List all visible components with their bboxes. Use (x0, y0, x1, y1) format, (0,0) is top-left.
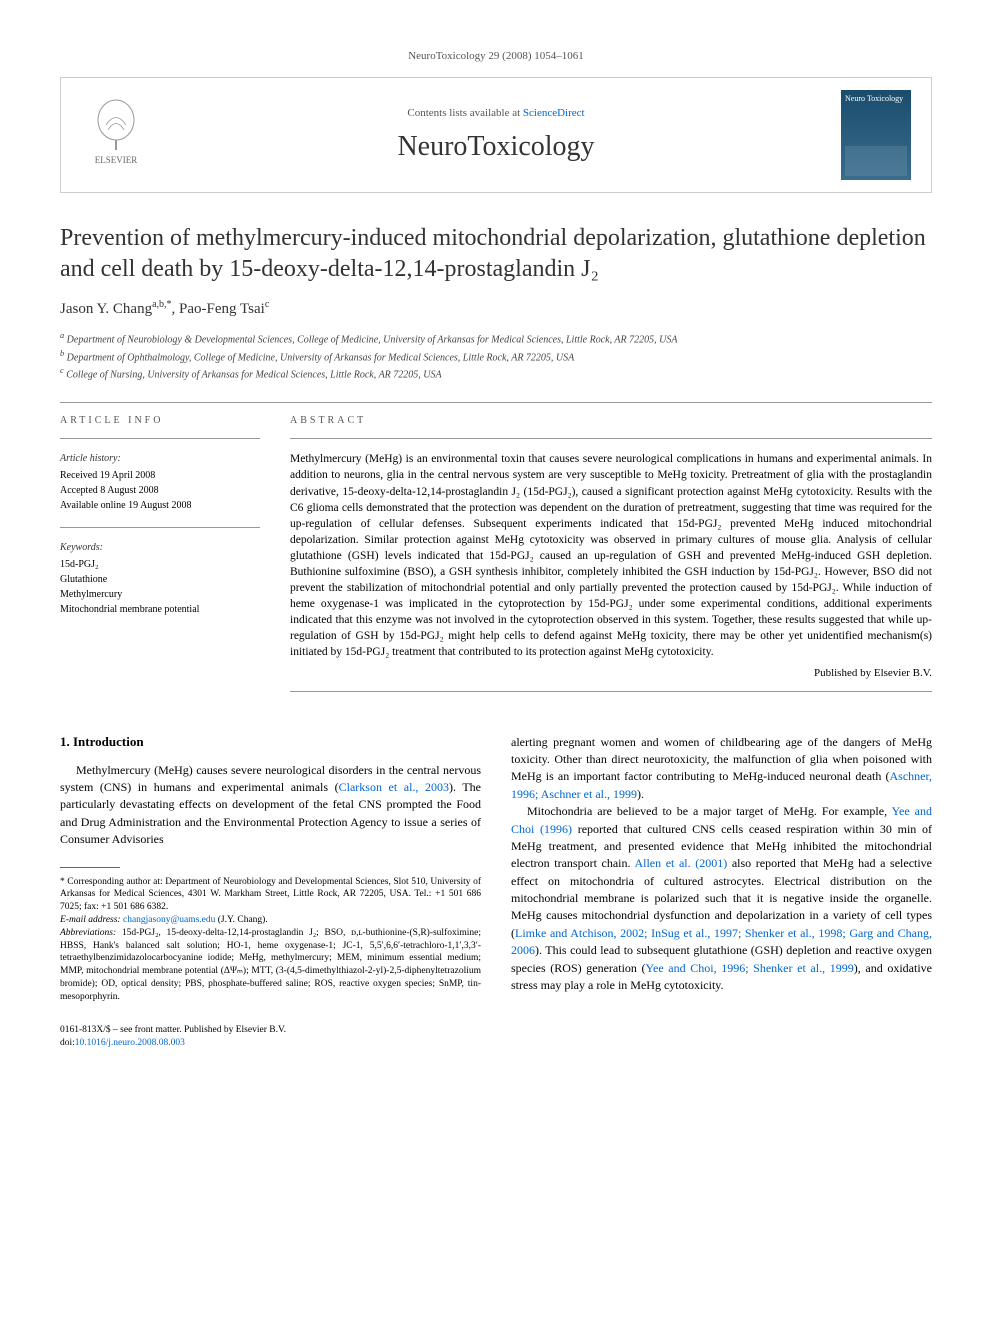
journal-cover-thumbnail: Neuro Toxicology (841, 90, 911, 180)
abstract-text: Methylmercury (MeHg) is an environmental… (290, 451, 932, 660)
intro-paragraph-1: Methylmercury (MeHg) causes severe neuro… (60, 762, 481, 849)
article-info-heading: ARTICLE INFO (60, 415, 260, 426)
c2p2-pre: Mitochondria are believed to be a major … (527, 804, 892, 818)
footer-info: 0161-813X/$ – see front matter. Publishe… (60, 1024, 481, 1051)
email-suffix: (J.Y. Chang). (215, 915, 267, 925)
keywords-label: Keywords: (60, 540, 260, 555)
right-column: alerting pregnant women and women of chi… (511, 734, 932, 1051)
info-divider-2 (60, 527, 260, 528)
info-divider-1 (60, 438, 260, 439)
author-sep: , (172, 301, 180, 317)
avail-prefix: Contents lists available at (407, 107, 522, 119)
history-online: Available online 19 August 2008 (60, 498, 260, 513)
affil-b-text: Department of Ophthalmology, College of … (67, 352, 575, 363)
abstract-divider-bottom (290, 691, 932, 692)
author-1-affil: a,b,* (152, 299, 171, 310)
footnote-separator (60, 867, 120, 868)
intro-paragraph-1-cont: alerting pregnant women and women of chi… (511, 734, 932, 804)
ref-clarkson-2003[interactable]: Clarkson et al., 2003 (339, 780, 449, 794)
elsevier-tree-icon (86, 95, 146, 155)
affiliation-c: c College of Nursing, University of Arka… (60, 365, 932, 382)
running-header: NeuroToxicology 29 (2008) 1054–1061 (60, 50, 932, 62)
c2p1-pre: alerting pregnant women and women of chi… (511, 735, 932, 784)
abstract-heading: ABSTRACT (290, 415, 932, 426)
divider-top (60, 402, 932, 403)
keyword-1: Glutathione (60, 572, 260, 587)
email-link[interactable]: changjasony@uams.edu (123, 915, 215, 925)
keyword-2: Methylmercury (60, 587, 260, 602)
cover-title: Neuro Toxicology (845, 94, 907, 103)
history-accepted: Accepted 8 August 2008 (60, 483, 260, 498)
article-info-column: ARTICLE INFO Article history: Received 1… (60, 415, 260, 703)
cover-image-placeholder (845, 146, 907, 176)
elsevier-label: ELSEVIER (95, 155, 138, 165)
email-footnote: E-mail address: changjasony@uams.edu (J.… (60, 914, 481, 927)
copyright-line: 0161-813X/$ – see front matter. Publishe… (60, 1024, 481, 1037)
doi-link[interactable]: 10.1016/j.neuro.2008.08.003 (75, 1038, 185, 1048)
abbrev-label: Abbreviations: (60, 928, 122, 938)
sciencedirect-link[interactable]: ScienceDirect (523, 107, 585, 119)
keyword-3: Mitochondrial membrane potential (60, 602, 260, 617)
contents-available-line: Contents lists available at ScienceDirec… (151, 107, 841, 119)
abbrev-text: 15d-PGJ₂, 15-deoxy-delta-12,14-prostagla… (60, 928, 481, 1002)
keywords-block: Keywords: 15d-PGJ₂ Glutathione Methylmer… (60, 540, 260, 617)
email-label: E-mail address: (60, 915, 123, 925)
journal-header-box: ELSEVIER Contents lists available at Sci… (60, 77, 932, 193)
ref-allen-2001[interactable]: Allen et al. (2001) (634, 856, 727, 870)
affil-a-text: Department of Neurobiology & Development… (67, 335, 678, 346)
affiliation-a: a Department of Neurobiology & Developme… (60, 330, 932, 347)
author-2: Pao-Feng Tsai (179, 301, 265, 317)
abstract-column: ABSTRACT Methylmercury (MeHg) is an envi… (290, 415, 932, 703)
intro-paragraph-2: Mitochondria are believed to be a major … (511, 803, 932, 994)
corresponding-author-footnote: * Corresponding author at: Department of… (60, 876, 481, 914)
info-abstract-row: ARTICLE INFO Article history: Received 1… (60, 415, 932, 703)
citation-text: NeuroToxicology 29 (2008) 1054–1061 (408, 50, 584, 62)
affil-c-text: College of Nursing, University of Arkans… (66, 369, 441, 380)
abstract-divider (290, 438, 932, 439)
page-container: NeuroToxicology 29 (2008) 1054–1061 ELSE… (0, 0, 992, 1100)
doi-line: doi:10.1016/j.neuro.2008.08.003 (60, 1037, 481, 1050)
history-label: Article history: (60, 451, 260, 466)
section-1-heading: 1. Introduction (60, 734, 481, 750)
author-1: Jason Y. Chang (60, 301, 152, 317)
affiliations-block: a Department of Neurobiology & Developme… (60, 330, 932, 382)
article-history-block: Article history: Received 19 April 2008 … (60, 451, 260, 513)
abbreviations-footnote: Abbreviations: 15d-PGJ₂, 15-deoxy-delta-… (60, 927, 481, 1004)
journal-name: NeuroToxicology (151, 131, 841, 163)
history-received: Received 19 April 2008 (60, 468, 260, 483)
left-column: 1. Introduction Methylmercury (MeHg) cau… (60, 734, 481, 1051)
affiliation-b: b Department of Ophthalmology, College o… (60, 348, 932, 365)
article-title: Prevention of methylmercury-induced mito… (60, 223, 932, 285)
authors-line: Jason Y. Changa,b,*, Pao-Feng Tsaic (60, 299, 932, 318)
keyword-0: 15d-PGJ₂ (60, 557, 260, 572)
c2p1-post: ). (637, 787, 644, 801)
abstract-publisher: Published by Elsevier B.V. (290, 667, 932, 679)
doi-prefix: doi: (60, 1038, 75, 1048)
corresponding-text: * Corresponding author at: Department of… (60, 877, 481, 913)
elsevier-logo: ELSEVIER (81, 95, 151, 175)
body-columns: 1. Introduction Methylmercury (MeHg) cau… (60, 734, 932, 1051)
author-2-affil: c (265, 299, 269, 310)
ref-yee-choi-1996b[interactable]: Yee and Choi, 1996; Shenker et al., 1999 (646, 961, 854, 975)
contents-center: Contents lists available at ScienceDirec… (151, 107, 841, 163)
